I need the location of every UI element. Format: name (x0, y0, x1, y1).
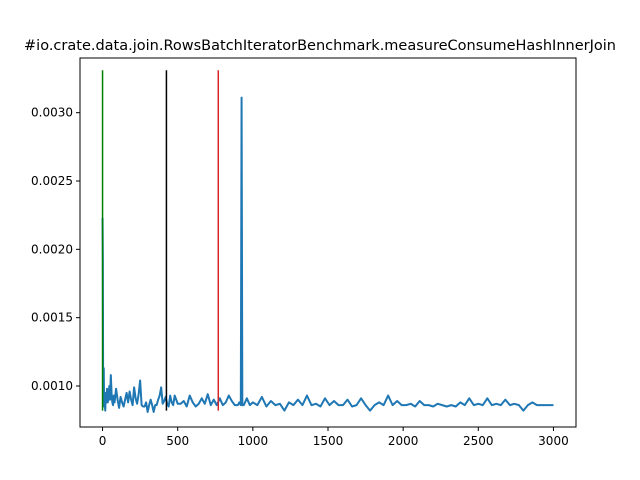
y-tick-label: 0.0030 (31, 106, 73, 120)
x-tick-label: 2000 (388, 434, 419, 448)
y-tick-label: 0.0015 (31, 311, 73, 325)
x-tick-label: 1000 (238, 434, 269, 448)
x-tick-label: 0 (99, 434, 107, 448)
series-line-0 (101, 96, 554, 413)
x-axis: 0 500 1000 1500 2000 2500 3000 (99, 427, 569, 448)
axes-frame (79, 57, 577, 428)
y-tick-label: 0.0010 (31, 379, 73, 393)
x-tick-label: 3000 (538, 434, 569, 448)
y-tick-label: 0.0020 (31, 242, 73, 256)
x-tick-label: 2500 (463, 434, 494, 448)
y-axis: 0.0010 0.0015 0.0020 0.0025 0.0030 (31, 106, 80, 393)
chart-title: #io.crate.data.join.RowsBatchIteratorBen… (24, 38, 616, 54)
plot-area (101, 70, 554, 413)
x-tick-label: 500 (166, 434, 189, 448)
y-tick-label: 0.0025 (31, 174, 73, 188)
x-tick-label: 1500 (313, 434, 344, 448)
